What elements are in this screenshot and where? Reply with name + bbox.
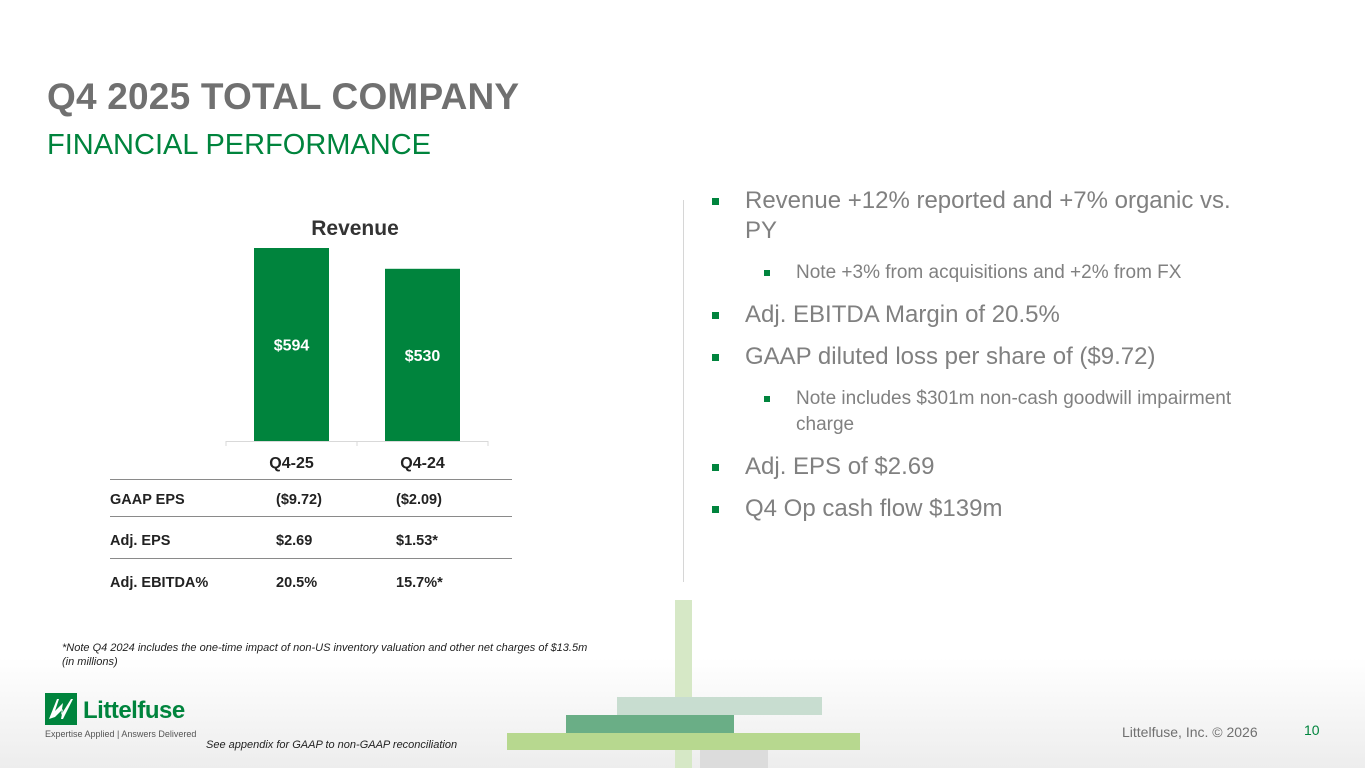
bullet-text: Revenue +12% reported and +7% organic vs… <box>745 187 1231 244</box>
footnote-line: (in millions) <box>62 656 118 668</box>
logo-wordmark: Littelfuse <box>83 697 185 724</box>
footnote-line: *Note Q4 2024 includes the one-time impa… <box>62 642 588 654</box>
page-number: 10 <box>1304 722 1320 738</box>
metrics-table: GAAP EPS ($9.72) ($2.09) Adj. EPS $2.69 … <box>110 479 512 596</box>
bullet-text: GAAP diluted loss per share of ($9.72) <box>745 343 1156 370</box>
metric-value-q425: $2.69 <box>276 533 313 549</box>
bullet-square-icon <box>712 354 719 361</box>
decorative-bar <box>566 715 734 733</box>
metric-label: GAAP EPS <box>110 492 185 508</box>
sub-bullet-item: Note +3% from acquisitions and +2% from … <box>712 260 1252 286</box>
bullet-item: Q4 Op cash flow $139m <box>712 494 1252 524</box>
highlights-list: Revenue +12% reported and +7% organic vs… <box>712 186 1252 524</box>
bullet-text: Q4 Op cash flow $139m <box>745 495 1003 522</box>
sub-bullet-item: Note includes $301m non-cash goodwill im… <box>712 386 1252 438</box>
bullet-square-icon <box>712 198 719 205</box>
table-row: Adj. EPS $2.69 $1.53* <box>110 516 512 558</box>
bullet-item: Adj. EBITDA Margin of 20.5% <box>712 300 1252 330</box>
page-subtitle: FINANCIAL PERFORMANCE <box>47 129 432 161</box>
chart-title: Revenue <box>311 217 399 240</box>
bullet-square-icon <box>712 312 719 319</box>
revenue-bar <box>385 268 460 441</box>
bullet-text: Adj. EPS of $2.69 <box>745 453 935 480</box>
bullet-square-icon <box>764 396 770 402</box>
table-row: GAAP EPS ($9.72) ($2.09) <box>110 479 512 516</box>
littelfuse-logo-icon <box>45 693 77 725</box>
bullet-square-icon <box>764 270 770 276</box>
decorative-bar <box>617 697 822 715</box>
metric-value-q424: ($2.09) <box>396 492 442 508</box>
bullet-text: Note includes $301m non-cash goodwill im… <box>796 388 1232 435</box>
metric-label: Adj. EBITDA% <box>110 575 209 591</box>
revenue-bar <box>254 248 329 441</box>
page-title: Q4 2025 TOTAL COMPANY <box>47 76 520 117</box>
bar-value-label: $530 <box>405 348 441 365</box>
logo-tagline: Expertise Applied | Answers Delivered <box>45 729 197 739</box>
metric-label: Adj. EPS <box>110 533 171 549</box>
bullet-item: Adj. EPS of $2.69 <box>712 452 1252 482</box>
x-axis-line <box>225 441 489 446</box>
vertical-divider <box>683 200 684 582</box>
decorative-bar <box>507 733 860 750</box>
decorative-bar <box>700 750 768 768</box>
metric-value-q425: 20.5% <box>276 575 318 591</box>
category-label: Q4-25 <box>269 455 314 472</box>
bar-value-label: $594 <box>274 338 310 355</box>
metric-value-q424: $1.53* <box>396 533 438 549</box>
bullet-text: Adj. EBITDA Margin of 20.5% <box>745 301 1060 328</box>
category-label: Q4-24 <box>400 455 445 472</box>
metric-value-q425: ($9.72) <box>276 492 322 508</box>
bullet-square-icon <box>712 506 719 513</box>
metric-value-q424: 15.7%* <box>396 575 443 591</box>
bullet-item: GAAP diluted loss per share of ($9.72) <box>712 342 1252 372</box>
copyright-text: Littelfuse, Inc. © 2026 <box>1122 724 1258 740</box>
bullet-text: Note +3% from acquisitions and +2% from … <box>796 262 1182 283</box>
appendix-note: See appendix for GAAP to non-GAAP reconc… <box>206 739 458 751</box>
bullet-square-icon <box>712 464 719 471</box>
revenue-bar-chart: Revenue $594 Q4-25 $530 Q4-24 <box>225 217 489 472</box>
company-logo: Littelfuse Expertise Applied | Answers D… <box>45 693 197 743</box>
footnote: *Note Q4 2024 includes the one-time impa… <box>62 641 622 669</box>
bullet-item: Revenue +12% reported and +7% organic vs… <box>712 186 1252 246</box>
table-row: Adj. EBITDA% 20.5% 15.7%* <box>110 558 512 596</box>
